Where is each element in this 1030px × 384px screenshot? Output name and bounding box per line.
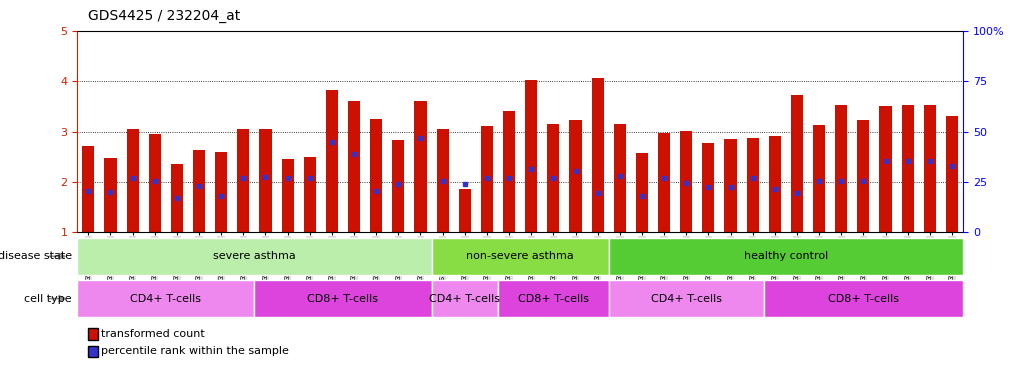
Bar	[924, 105, 936, 232]
Bar	[237, 129, 249, 232]
Text: CD4+ T-cells: CD4+ T-cells	[131, 293, 201, 304]
Bar	[437, 129, 449, 232]
Bar	[325, 90, 338, 232]
Bar	[254, 280, 432, 317]
Bar	[614, 124, 626, 232]
Bar	[370, 119, 382, 232]
Bar	[791, 95, 803, 232]
Text: GDS4425 / 232204_at: GDS4425 / 232204_at	[88, 9, 240, 23]
Bar	[127, 129, 139, 232]
Bar	[82, 146, 95, 232]
Text: CD8+ T-cells: CD8+ T-cells	[308, 293, 378, 304]
Text: healthy control: healthy control	[744, 251, 828, 262]
Text: disease state: disease state	[0, 251, 72, 262]
Bar	[77, 238, 432, 275]
Bar	[609, 238, 963, 275]
Text: non-severe asthma: non-severe asthma	[467, 251, 574, 262]
Bar	[547, 124, 559, 232]
Bar	[148, 134, 161, 232]
Text: CD8+ T-cells: CD8+ T-cells	[828, 293, 899, 304]
Bar	[525, 80, 538, 232]
Bar	[104, 158, 116, 232]
Bar	[432, 280, 499, 317]
Bar	[281, 159, 294, 232]
Bar	[724, 139, 736, 232]
Text: CD4+ T-cells: CD4+ T-cells	[430, 293, 501, 304]
Text: CD8+ T-cells: CD8+ T-cells	[518, 293, 589, 304]
Bar	[570, 121, 582, 232]
Bar	[680, 131, 692, 232]
Bar	[901, 105, 914, 232]
Bar	[835, 105, 848, 232]
Bar	[946, 116, 958, 232]
Bar	[392, 140, 405, 232]
Bar	[414, 101, 426, 232]
Bar	[857, 121, 869, 232]
Bar	[747, 137, 759, 232]
Bar	[636, 153, 648, 232]
Bar	[702, 142, 715, 232]
Bar	[609, 280, 763, 317]
Bar	[304, 157, 316, 232]
Text: severe asthma: severe asthma	[213, 251, 296, 262]
Bar	[481, 126, 493, 232]
Bar	[260, 129, 272, 232]
Bar	[171, 164, 183, 232]
Bar	[499, 280, 609, 317]
Bar	[432, 238, 609, 275]
Bar	[193, 150, 205, 232]
Bar	[768, 136, 781, 232]
Bar	[503, 111, 515, 232]
Bar	[215, 152, 228, 232]
Bar	[813, 126, 825, 232]
Bar	[348, 101, 360, 232]
Bar	[77, 280, 254, 317]
Text: transformed count: transformed count	[101, 329, 205, 339]
Bar	[880, 106, 892, 232]
Text: cell type: cell type	[25, 293, 72, 304]
Text: CD4+ T-cells: CD4+ T-cells	[651, 293, 722, 304]
Text: percentile rank within the sample: percentile rank within the sample	[101, 346, 288, 356]
Bar	[658, 133, 671, 232]
Bar	[591, 78, 604, 232]
Bar	[764, 280, 963, 317]
Bar	[458, 189, 471, 232]
